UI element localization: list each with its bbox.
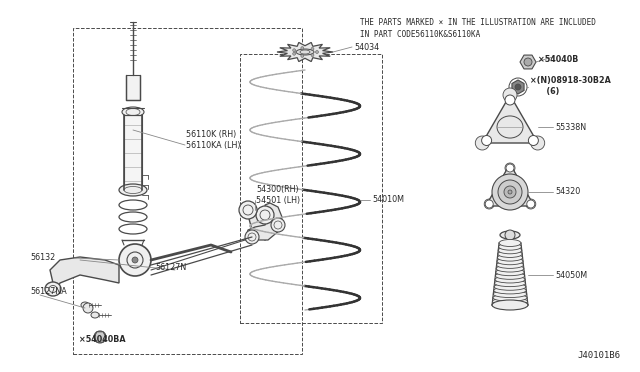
Circle shape [508, 190, 512, 194]
Text: 56132: 56132 [30, 253, 55, 263]
Text: 54300(RH)
54501 (LH): 54300(RH) 54501 (LH) [256, 185, 300, 205]
Bar [73, 28, 302, 354]
Circle shape [301, 46, 304, 49]
Ellipse shape [296, 49, 314, 55]
Circle shape [119, 244, 151, 276]
Circle shape [292, 52, 296, 55]
Circle shape [526, 199, 536, 209]
Circle shape [505, 230, 515, 240]
Polygon shape [50, 257, 119, 295]
Ellipse shape [45, 282, 61, 296]
Circle shape [505, 163, 515, 173]
Ellipse shape [495, 272, 525, 279]
Circle shape [271, 218, 285, 232]
Circle shape [505, 95, 515, 105]
Text: 56127NA: 56127NA [30, 288, 67, 296]
Ellipse shape [492, 301, 528, 308]
Text: 54320: 54320 [555, 187, 580, 196]
Circle shape [515, 84, 521, 90]
Circle shape [256, 206, 274, 224]
Polygon shape [94, 332, 106, 342]
Polygon shape [486, 164, 534, 206]
Text: 54050M: 54050M [555, 270, 587, 279]
Circle shape [83, 303, 93, 313]
Text: J40101B6: J40101B6 [577, 351, 620, 360]
Circle shape [485, 200, 493, 208]
Polygon shape [520, 55, 536, 69]
Ellipse shape [497, 254, 523, 261]
Polygon shape [277, 42, 333, 61]
Ellipse shape [81, 302, 89, 308]
Circle shape [311, 47, 314, 50]
Circle shape [529, 135, 538, 145]
Ellipse shape [492, 298, 527, 305]
Ellipse shape [496, 269, 524, 276]
Ellipse shape [493, 291, 527, 298]
Ellipse shape [500, 231, 520, 239]
Text: 56110K (RH)
56110KA (LH): 56110K (RH) 56110KA (LH) [186, 130, 241, 150]
Ellipse shape [497, 262, 524, 268]
Ellipse shape [91, 312, 99, 318]
Text: 56127N: 56127N [155, 263, 186, 273]
Ellipse shape [122, 107, 144, 117]
Ellipse shape [493, 287, 526, 294]
Circle shape [492, 174, 528, 210]
Text: ×54040BA: ×54040BA [79, 336, 125, 344]
Ellipse shape [495, 280, 525, 286]
Bar [240, 54, 382, 323]
Ellipse shape [499, 243, 522, 250]
Text: 54034: 54034 [354, 42, 379, 51]
Circle shape [311, 54, 314, 57]
Circle shape [498, 180, 522, 204]
Polygon shape [126, 75, 140, 100]
Circle shape [506, 164, 514, 172]
Ellipse shape [494, 283, 526, 290]
Text: ×(N)08918-30B2A
      (6): ×(N)08918-30B2A (6) [530, 76, 611, 96]
Polygon shape [512, 80, 524, 94]
Text: ×54040B: ×54040B [538, 55, 579, 64]
Ellipse shape [498, 250, 522, 257]
Text: IN PART CODE56110K&S6110KA: IN PART CODE56110K&S6110KA [360, 30, 480, 39]
Circle shape [484, 199, 494, 209]
Circle shape [482, 135, 492, 145]
Circle shape [316, 51, 319, 54]
Circle shape [504, 186, 516, 198]
Ellipse shape [492, 300, 528, 310]
Circle shape [132, 257, 138, 263]
Ellipse shape [496, 265, 524, 272]
Circle shape [531, 136, 545, 150]
Circle shape [503, 88, 517, 102]
Ellipse shape [498, 247, 522, 254]
Ellipse shape [499, 240, 521, 247]
Ellipse shape [497, 258, 523, 265]
Circle shape [239, 201, 257, 219]
Polygon shape [483, 95, 538, 143]
Ellipse shape [493, 294, 527, 301]
Text: THE PARTS MARKED × IN THE ILLUSTRATION ARE INCLUDED: THE PARTS MARKED × IN THE ILLUSTRATION A… [360, 18, 596, 27]
Circle shape [245, 230, 259, 244]
Circle shape [476, 136, 490, 150]
Circle shape [301, 54, 304, 57]
Ellipse shape [495, 276, 525, 283]
Circle shape [524, 58, 532, 66]
Circle shape [527, 200, 535, 208]
Polygon shape [248, 215, 278, 240]
Circle shape [94, 331, 106, 343]
Ellipse shape [119, 184, 147, 196]
Text: 54010M: 54010M [372, 196, 404, 205]
Circle shape [292, 49, 296, 52]
Polygon shape [124, 115, 142, 190]
Text: 55338N: 55338N [555, 122, 586, 131]
Polygon shape [245, 203, 282, 240]
